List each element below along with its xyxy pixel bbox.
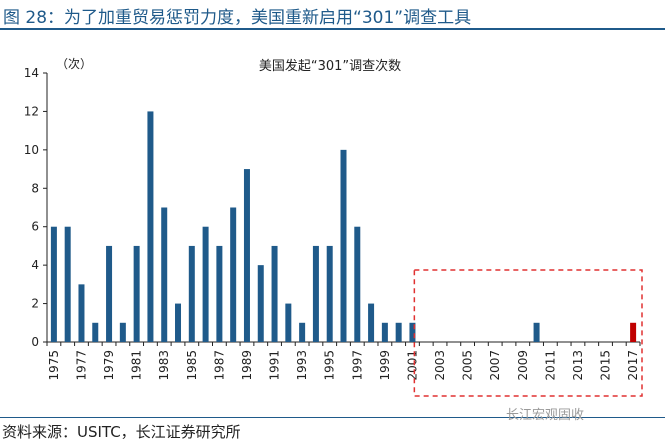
bar-1982 [147,111,154,342]
x-tick-label: 2009 [516,350,530,381]
figure-title: 图 28：为了加重贸易惩罚力度，美国重新启用“301”调查工具 [3,8,472,28]
bar-1987 [216,245,223,342]
bar-1979 [106,245,113,342]
x-tick-label: 1999 [378,350,392,381]
y-tick-label: 4 [31,258,39,272]
x-tick-label: 1995 [323,350,337,381]
bar-1986 [202,226,209,342]
bar-1998 [368,303,375,342]
highlight-box [413,269,643,397]
bar-1981 [133,245,140,342]
x-tick-label: 1985 [185,350,199,381]
x-tick-label: 2005 [461,350,475,381]
bar-1992 [285,303,292,342]
bar-1975 [50,226,57,342]
y-axis-unit: （次） [56,57,92,71]
bar-1983 [161,207,168,342]
y-tick-label: 2 [31,297,39,311]
source-rule [0,417,665,418]
bar-1984 [175,303,182,342]
bar-1977 [78,284,85,342]
bar-1999 [381,322,388,342]
bar-2017 [630,322,637,342]
bars [50,111,637,342]
y-tick-label: 10 [24,143,39,157]
bar-1989 [243,169,250,342]
x-tick-label: 1981 [130,350,144,381]
bar-1994 [312,245,319,342]
x-tick-label: 2013 [571,350,585,381]
x-tick-label: 1997 [350,350,364,381]
y-tick-label: 12 [24,104,39,118]
y-tick-label: 8 [31,181,39,195]
y-ticks: 0 2 4 6 8 10 12 14 [24,66,47,349]
x-tick-label: 1987 [212,350,226,381]
bar-1978 [92,322,99,342]
chart-title: 美国发起“301”调查次数 [259,58,401,74]
y-tick-label: 0 [31,335,39,349]
x-tick-label: 1975 [47,350,61,381]
bar-2000 [395,322,402,342]
x-tick-label: 2011 [543,350,557,381]
y-tick-label: 6 [31,220,39,234]
x-tick-label: 1979 [102,350,116,381]
x-tick-label: 2015 [599,350,613,381]
bar-2001 [409,322,416,342]
bar-1990 [257,265,264,342]
bar-1985 [188,245,195,342]
bar-2010 [533,322,540,342]
bar-1976 [64,226,71,342]
bar-1980 [119,322,126,342]
bar-1993 [299,322,306,342]
x-tick-label: 2003 [433,350,447,381]
bar-1988 [230,207,237,342]
x-tick-label: 2001 [405,350,419,381]
bar-1997 [354,226,361,342]
x-tick-label: 1989 [240,350,254,381]
x-tick-label: 2017 [626,350,640,381]
x-tick-label: 2007 [488,350,502,381]
y-tick-label: 14 [24,66,39,80]
x-tick-label: 1993 [295,350,309,381]
x-tick-label: 1983 [157,350,171,381]
bar-1991 [271,245,278,342]
x-tick-label: 1977 [74,350,88,381]
x-ticks: 1975 1977 1979 1981 1983 1985 1987 1989 1991 1993… [46,342,641,381]
title-rule [0,28,665,30]
watermark: 长江宏观固收 [506,408,585,423]
x-tick-label: 1991 [268,350,282,381]
bar-1996 [340,149,347,342]
bar-1995 [326,245,333,342]
source-note: 资料来源：USITC，长江证券研究所 [2,423,241,441]
